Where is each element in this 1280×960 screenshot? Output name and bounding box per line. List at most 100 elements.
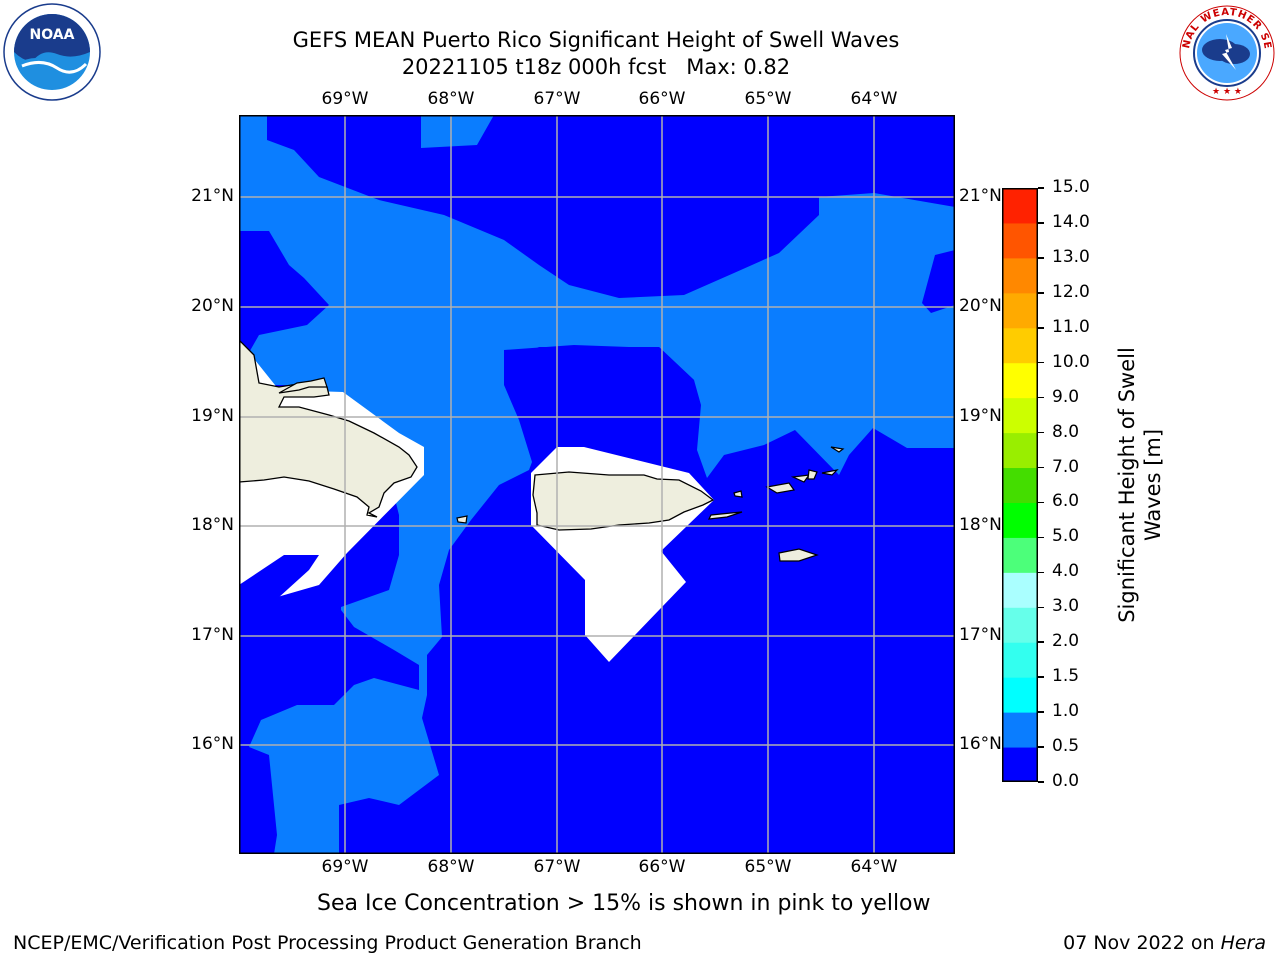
lat-label-right: 21°N <box>959 186 1002 206</box>
colorbar-segment <box>1002 642 1038 678</box>
lon-label-bottom: 69°W <box>321 857 369 877</box>
lat-label-left: 19°N <box>191 406 234 426</box>
lat-label-right: 17°N <box>959 625 1002 645</box>
colorbar-tick-label: 11.0 <box>1052 316 1090 337</box>
colorbar-label: Significant Height of Swell Waves [m] <box>1114 347 1166 623</box>
colorbar-segment <box>1002 397 1038 434</box>
lat-label-right: 16°N <box>959 734 1002 754</box>
map-plot <box>239 115 955 854</box>
colorbar-tick-label: 9.0 <box>1052 386 1080 407</box>
lon-label-top: 69°W <box>321 89 369 109</box>
lon-label-bottom: 68°W <box>427 857 475 877</box>
colorbar-tick-mark <box>1038 781 1044 783</box>
colorbar-tick-label: 1.5 <box>1052 666 1080 687</box>
lon-label-top: 65°W <box>744 89 792 109</box>
colorbar-tick-label: 0.5 <box>1052 736 1080 757</box>
chart-subtitle: 20221105 t18z 000h fcst Max: 0.82 <box>401 55 791 79</box>
colorbar-segment <box>1002 572 1038 608</box>
colorbar-tick-label: 4.0 <box>1052 561 1080 582</box>
colorbar-tick-mark <box>1038 641 1044 643</box>
colorbar-tick-label: 15.0 <box>1052 177 1090 197</box>
colorbar-segment <box>1002 222 1038 259</box>
hispaniola-land <box>239 339 418 518</box>
lon-label-top: 68°W <box>427 89 475 109</box>
colorbar-tick-label: 7.0 <box>1052 456 1080 477</box>
colorbar-tick-label: 6.0 <box>1052 491 1080 512</box>
colorbar-segment <box>1002 327 1038 364</box>
footer-credit: NCEP/EMC/Verification Post Processing Pr… <box>13 932 642 954</box>
lon-label-bottom: 67°W <box>533 857 581 877</box>
map-gridlines <box>239 115 955 854</box>
colorbar-tick-mark <box>1038 361 1044 364</box>
lat-label-right: 19°N <box>959 406 1002 426</box>
colorbar-segment <box>1002 747 1038 782</box>
lon-label-top: 66°W <box>638 89 686 109</box>
colorbar-segment <box>1002 607 1038 643</box>
colorbar-tick-mark <box>1038 257 1044 259</box>
colorbar-label-line1: Significant Height of Swell <box>1115 347 1139 623</box>
colorbar-label-line2: Waves [m] <box>1141 428 1165 542</box>
colorbar-tick-mark <box>1038 606 1044 609</box>
puerto-rico-land <box>532 471 715 531</box>
sea-ice-note: Sea Ice Concentration > 15% is shown in … <box>317 891 931 916</box>
colorbar-segment <box>1002 677 1038 713</box>
svg-text:★ ★ ★: ★ ★ ★ <box>1212 87 1242 97</box>
colorbar-tick-mark <box>1038 501 1044 504</box>
colorbar-tick-label: 0.0 <box>1052 771 1080 791</box>
colorbar-tick-label: 5.0 <box>1052 526 1080 547</box>
colorbar-tick-mark <box>1038 571 1044 574</box>
colorbar <box>1002 188 1038 782</box>
swell-band-mid <box>239 115 955 854</box>
colorbar-segment <box>1002 432 1038 469</box>
colorbar-tick-mark <box>1038 327 1044 329</box>
lat-label-right: 20°N <box>959 296 1002 316</box>
colorbar-segment <box>1002 537 1038 573</box>
chart-title: GEFS MEAN Puerto Rico Significant Height… <box>292 28 900 52</box>
colorbar-tick-mark <box>1038 431 1044 434</box>
colorbar-tick-mark <box>1038 746 1044 748</box>
lat-label-left: 21°N <box>191 186 234 206</box>
nws-logo: NATIONAL WEATHER SERVICE ★ ★ ★ <box>1178 4 1275 101</box>
footer-host: Hera <box>1220 932 1266 954</box>
colorbar-tick-label: 3.0 <box>1052 596 1080 617</box>
colorbar-tick-label: 12.0 <box>1052 281 1090 302</box>
colorbar-segment <box>1002 292 1038 329</box>
noaa-logo-text: NOAA <box>30 27 75 43</box>
footer-date-text: 07 Nov 2022 on <box>1063 932 1221 954</box>
colorbar-tick-mark <box>1038 711 1044 713</box>
colorbar-segment <box>1002 712 1038 748</box>
colorbar-segment <box>1002 257 1038 294</box>
lat-label-right: 18°N <box>959 515 1002 535</box>
noaa-logo: NOAA <box>3 3 101 101</box>
colorbar-frame <box>1002 188 1038 782</box>
colorbar-tick-label: 14.0 <box>1052 211 1090 232</box>
colorbar-tick-label: 1.0 <box>1052 701 1080 722</box>
lat-label-left: 18°N <box>191 515 234 535</box>
lon-label-bottom: 64°W <box>850 857 898 877</box>
map-frame <box>239 115 955 854</box>
colorbar-tick-mark <box>1038 676 1044 678</box>
colorbar-tick-mark <box>1038 292 1044 294</box>
colorbar-tick-mark <box>1038 466 1044 469</box>
colorbar-segment <box>1002 188 1038 224</box>
lon-label-top: 64°W <box>850 89 898 109</box>
colorbar-segment <box>1002 362 1038 399</box>
colorbar-tick-label: 2.0 <box>1052 631 1080 652</box>
colorbar-tick-label: 10.0 <box>1052 351 1090 372</box>
lon-label-top: 67°W <box>533 89 581 109</box>
lat-label-left: 17°N <box>191 625 234 645</box>
colorbar-tick-mark <box>1038 536 1044 539</box>
virgin-islands <box>278 377 845 562</box>
footer-date: 07 Nov 2022 on Hera <box>1063 932 1266 954</box>
lon-label-bottom: 66°W <box>638 857 686 877</box>
lat-label-left: 16°N <box>191 734 234 754</box>
colorbar-tick-mark <box>1038 222 1044 224</box>
colorbar-segment <box>1002 467 1038 503</box>
colorbar-tick-label: 8.0 <box>1052 421 1080 442</box>
colorbar-segment <box>1002 502 1038 538</box>
lat-label-left: 20°N <box>191 296 234 316</box>
colorbar-tick-label: 13.0 <box>1052 246 1090 267</box>
colorbar-tick-mark <box>1038 187 1044 189</box>
colorbar-tick-mark <box>1038 396 1044 399</box>
lon-label-bottom: 65°W <box>744 857 792 877</box>
